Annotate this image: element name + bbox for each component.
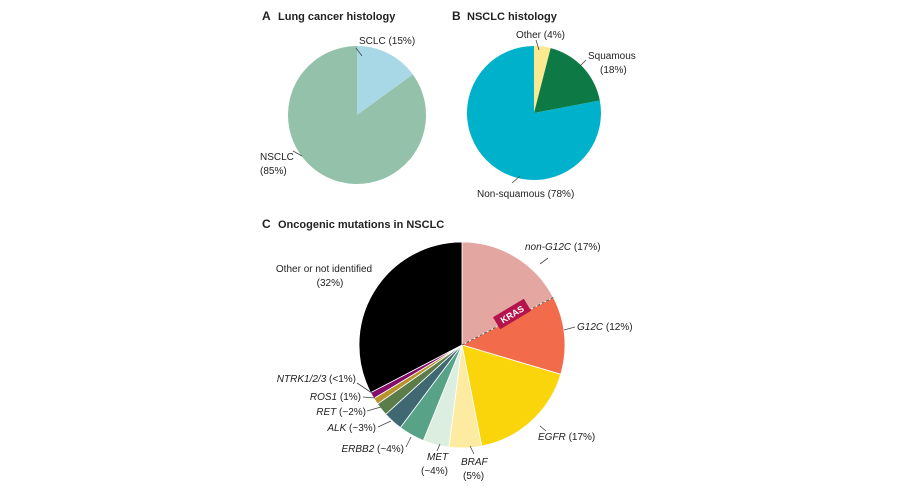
label-nsclc-name: NSCLC	[260, 152, 294, 163]
panel-b-pie	[466, 46, 601, 180]
nsclc-leader	[292, 150, 303, 157]
slice-non-g12c	[461, 241, 554, 346]
leader-alk	[377, 420, 392, 428]
panel-c: C Oncogenic mutations in NSCLC KRAS non-…	[262, 217, 633, 482]
leader-met	[436, 443, 441, 452]
label-erbb2: ERBB2 (~4%)	[341, 444, 404, 455]
label-ret: RET (~2%)	[316, 407, 366, 418]
kras-badge-box	[492, 298, 532, 330]
leader-erbb2	[405, 436, 412, 448]
panel-a: A Lung cancer histology SCLC (15%) NSCLC…	[260, 9, 426, 184]
label-egfr: EGFR (17%)	[538, 432, 595, 443]
slice-non-squamous	[466, 46, 601, 180]
label-other-not-identified: Other or not identified	[276, 264, 372, 275]
leader-g12c	[563, 326, 576, 331]
slice-nsclc	[287, 46, 426, 184]
slice-egfr	[461, 344, 562, 447]
slice-other	[534, 46, 551, 113]
label-squamous-name: Squamous	[588, 51, 636, 62]
panel-b-letter: B	[452, 9, 461, 23]
label-other: Other (4%)	[516, 30, 565, 41]
slice-sclc	[357, 46, 413, 115]
leader-ntrk	[356, 382, 373, 394]
label-ros1: ROS1 (1%)	[310, 392, 361, 403]
label-braf-value: (5%)	[463, 471, 484, 482]
panel-a-title: Lung cancer histology	[278, 11, 396, 23]
label-ntrk: NTRK1/2/3 (<1%)	[277, 374, 356, 385]
nonsquamous-leader	[511, 175, 521, 184]
label-g12c: G12C (12%)	[577, 322, 633, 333]
label-nsclc-value: (85%)	[260, 166, 287, 177]
label-squamous-value: (18%)	[600, 65, 627, 76]
panel-b-title: NSCLC histology	[467, 11, 558, 23]
panel-c-leaders	[356, 257, 576, 455]
label-nonsquamous: Non-squamous (78%)	[477, 189, 574, 200]
sclc-leader	[355, 47, 363, 57]
slice-g12c	[460, 296, 566, 375]
other-leader	[535, 39, 540, 51]
panel-b: B NSCLC histology Other (4%) Squamous (1…	[452, 9, 636, 200]
squamous-leader	[579, 59, 587, 67]
panel-a-pie	[287, 46, 426, 184]
leader-ret	[366, 406, 382, 412]
leader-non-g12c	[539, 257, 549, 265]
panel-c-title: Oncogenic mutations in NSCLC	[278, 219, 444, 231]
label-other-not-identified-value: (32%)	[317, 278, 344, 289]
label-non-g12c: non-G12C (17%)	[525, 242, 601, 253]
label-alk: ALK (~3%)	[326, 423, 376, 434]
label-braf-name: BRAF	[461, 457, 489, 468]
leader-egfr	[539, 425, 547, 432]
panel-c-pie	[358, 241, 566, 449]
panel-a-letter: A	[262, 9, 271, 23]
leader-ros1	[362, 396, 376, 399]
leader-braf	[469, 445, 475, 455]
panel-c-letter: C	[262, 217, 271, 231]
slice-squamous	[534, 48, 600, 113]
label-met-value: (~4%)	[421, 466, 448, 477]
slice-other-or-not-identified	[358, 241, 463, 394]
label-sclc: SCLC (15%)	[359, 36, 415, 47]
label-met-name: MET	[427, 452, 449, 463]
